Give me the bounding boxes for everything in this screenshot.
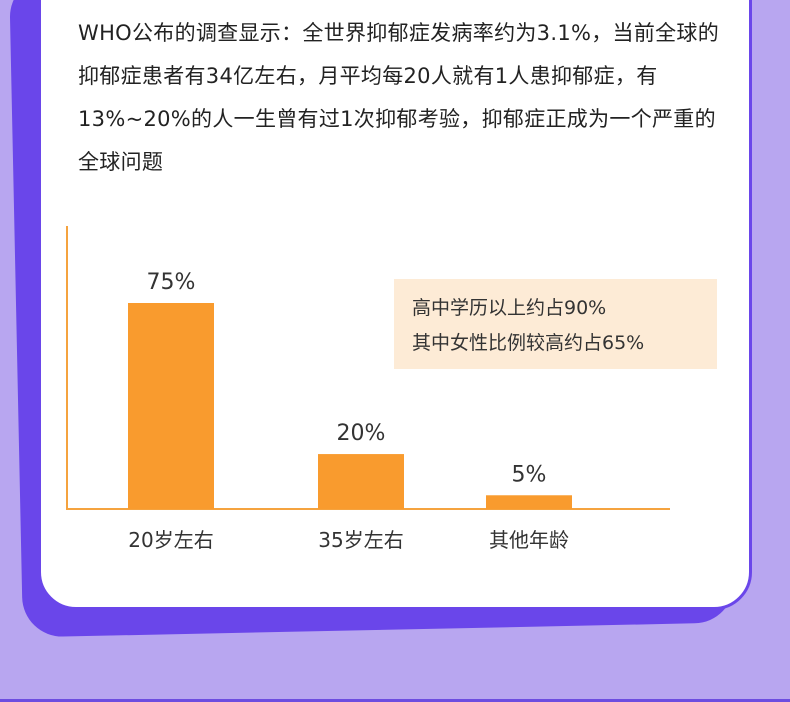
value-label-1: 75% bbox=[147, 270, 196, 295]
bar-2 bbox=[318, 454, 404, 509]
note-box: 高中学历以上约占90% 其中女性比例较高约占65% bbox=[394, 279, 717, 369]
intro-paragraph: WHO公布的调查显示：全世界抑郁症发病率约为3.1%，当前全球的抑郁症患者有34… bbox=[78, 21, 720, 174]
note-line-2: 其中女性比例较高约占65% bbox=[412, 332, 645, 354]
bar-1 bbox=[128, 303, 214, 509]
category-label-1: 20岁左右 bbox=[128, 528, 213, 552]
bars-group: 75% 20岁左右 20% 35岁左右 5% 其他年龄 bbox=[128, 270, 572, 552]
value-label-2: 20% bbox=[337, 421, 386, 446]
category-label-3: 其他年龄 bbox=[489, 528, 569, 552]
bar-3 bbox=[486, 495, 572, 509]
note-line-1: 高中学历以上约占90% bbox=[412, 297, 607, 319]
bottom-border bbox=[0, 699, 790, 702]
value-label-3: 5% bbox=[512, 462, 547, 487]
category-label-2: 35岁左右 bbox=[318, 528, 403, 552]
